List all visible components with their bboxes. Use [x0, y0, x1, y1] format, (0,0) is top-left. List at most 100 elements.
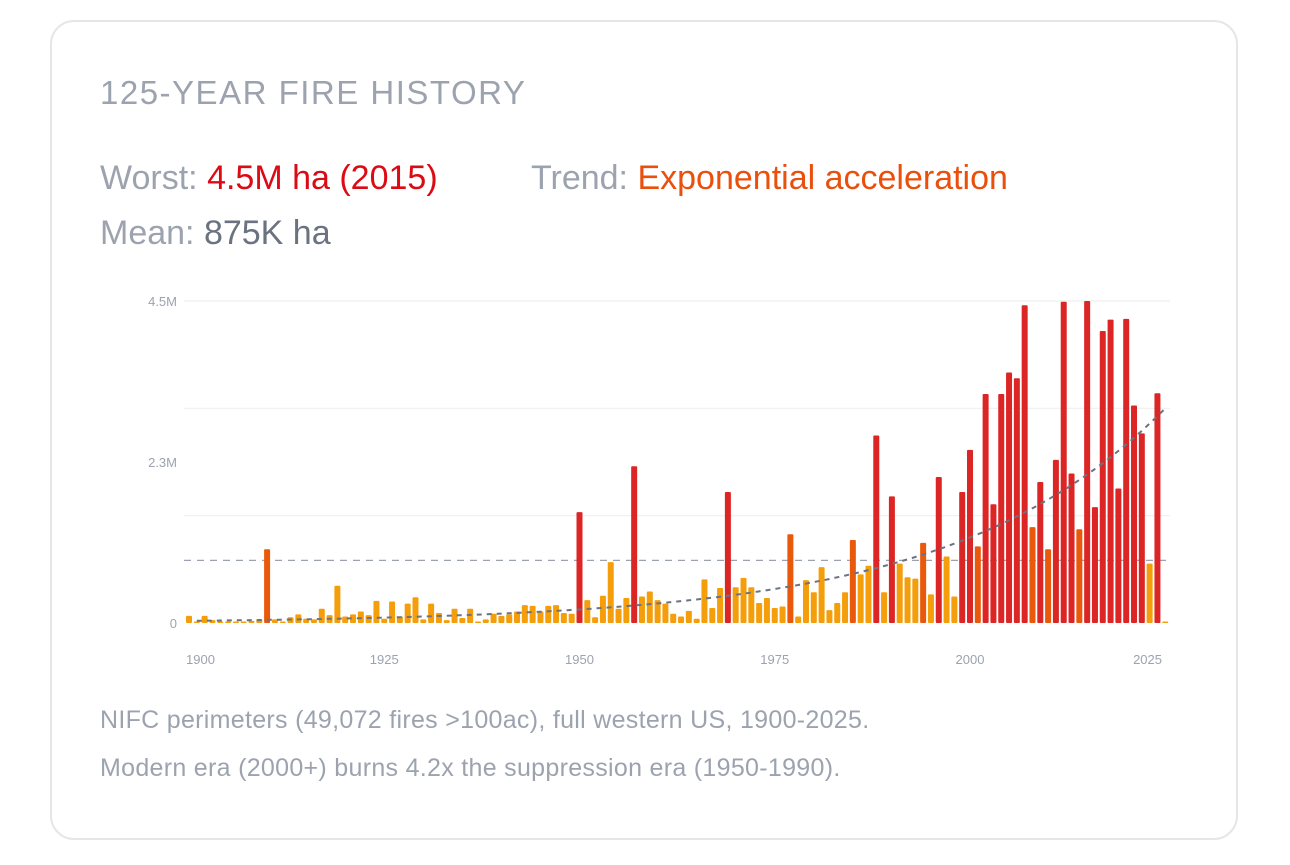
- x-tick-label: 1925: [370, 652, 399, 667]
- bar-1901: [193, 621, 200, 623]
- bar-2011: [1052, 459, 1059, 623]
- worst-value: 4.5M ha (2015): [207, 159, 438, 197]
- x-tick-label: 2025: [1133, 652, 1162, 667]
- bar-2010: [1045, 549, 1052, 623]
- bar-2019: [1115, 488, 1122, 623]
- bar-1998: [951, 596, 958, 623]
- bar-1929: [412, 597, 419, 623]
- fire-history-card: [50, 20, 1238, 840]
- worst-label: Worst:: [100, 159, 198, 197]
- bar-1953: [599, 595, 606, 623]
- bar-1965: [693, 618, 700, 623]
- bar-2015: [1084, 301, 1091, 623]
- y-tick-label: 0: [170, 616, 177, 631]
- bar-1906: [232, 621, 239, 623]
- bar-1940: [498, 615, 505, 623]
- worst-stat: Worst: 4.5M ha (2015): [100, 159, 438, 198]
- bar-1988: [873, 435, 880, 623]
- bar-1939: [490, 613, 497, 623]
- bar-1973: [756, 602, 763, 623]
- bar-1935: [459, 617, 466, 623]
- bar-1925: [381, 618, 388, 623]
- bar-1961: [662, 603, 669, 623]
- bar-1994: [920, 542, 927, 623]
- bar-1960: [654, 600, 661, 623]
- bar-1975: [771, 607, 778, 623]
- bar-1934: [451, 608, 458, 623]
- bar-1984: [842, 592, 849, 623]
- mean-stat: Mean: 875K ha: [100, 214, 331, 253]
- bar-1911: [271, 619, 278, 623]
- bar-1945: [537, 611, 544, 623]
- bar-1917: [318, 608, 325, 623]
- y-tick-label: 4.5M: [148, 294, 177, 309]
- bar-1954: [607, 562, 614, 623]
- bar-1964: [685, 610, 692, 623]
- bar-2009: [1037, 482, 1044, 623]
- bar-1976: [779, 606, 786, 623]
- trend-value: Exponential acceleration: [637, 159, 1008, 197]
- bar-1904: [217, 621, 224, 623]
- bar-1989: [881, 592, 888, 623]
- bar-1990: [888, 496, 895, 623]
- bar-1905: [225, 621, 232, 623]
- footnote-source: NIFC perimeters (49,072 fires >100ac), f…: [100, 706, 870, 734]
- bar-1977: [787, 534, 794, 623]
- bar-2025: [1162, 621, 1169, 623]
- bar-1980: [810, 592, 817, 623]
- bar-1923: [365, 615, 372, 623]
- bar-2003: [990, 504, 997, 623]
- bar-1942: [514, 611, 521, 623]
- bar-1986: [857, 574, 864, 623]
- bar-1987: [865, 565, 872, 623]
- x-tick-label: 1900: [186, 652, 215, 667]
- bar-2022: [1138, 433, 1145, 623]
- bar-1951: [584, 600, 591, 623]
- bar-1996: [935, 477, 942, 623]
- bar-1982: [826, 610, 833, 623]
- bar-1937: [474, 621, 481, 623]
- bar-1916: [310, 619, 317, 623]
- card-title: 125-YEAR FIRE HISTORY: [100, 74, 527, 111]
- bar-1948: [560, 612, 567, 623]
- bar-1970: [732, 587, 739, 623]
- bar-2017: [1099, 331, 1106, 623]
- trend-stat: Trend: Exponential acceleration: [531, 159, 1008, 198]
- bar-1941: [506, 614, 513, 623]
- bar-1900: [186, 615, 192, 623]
- bar-1958: [638, 596, 645, 623]
- bar-1908: [248, 620, 255, 623]
- bar-1947: [553, 605, 560, 623]
- bar-1933: [443, 620, 450, 623]
- bar-1959: [646, 591, 653, 623]
- mean-label: Mean:: [100, 214, 195, 252]
- bar-2008: [1029, 527, 1036, 623]
- bar-2005: [1006, 372, 1013, 623]
- bar-1971: [740, 577, 747, 623]
- bar-1921: [350, 614, 357, 623]
- bar-1910: [264, 549, 271, 623]
- trend-line: [196, 407, 1167, 622]
- bar-2012: [1060, 301, 1067, 623]
- bar-1985: [849, 539, 856, 623]
- bar-1995: [927, 594, 934, 623]
- bar-2024: [1154, 393, 1161, 623]
- bar-1968: [717, 587, 724, 623]
- bar-1946: [545, 605, 552, 623]
- bar-1978: [795, 616, 802, 623]
- bar-1938: [482, 619, 489, 623]
- bar-2002: [982, 394, 989, 623]
- bar-1924: [373, 600, 380, 623]
- bar-2016: [1091, 507, 1098, 623]
- x-tick-label: 1950: [565, 652, 594, 667]
- bar-2021: [1131, 405, 1138, 623]
- bar-2004: [998, 394, 1005, 623]
- bar-1993: [912, 578, 919, 623]
- bar-1983: [834, 602, 841, 623]
- bar-1974: [763, 597, 770, 623]
- bar-2001: [974, 546, 981, 623]
- bar-1928: [404, 603, 411, 623]
- bar-1992: [904, 577, 911, 623]
- bar-1952: [592, 617, 599, 623]
